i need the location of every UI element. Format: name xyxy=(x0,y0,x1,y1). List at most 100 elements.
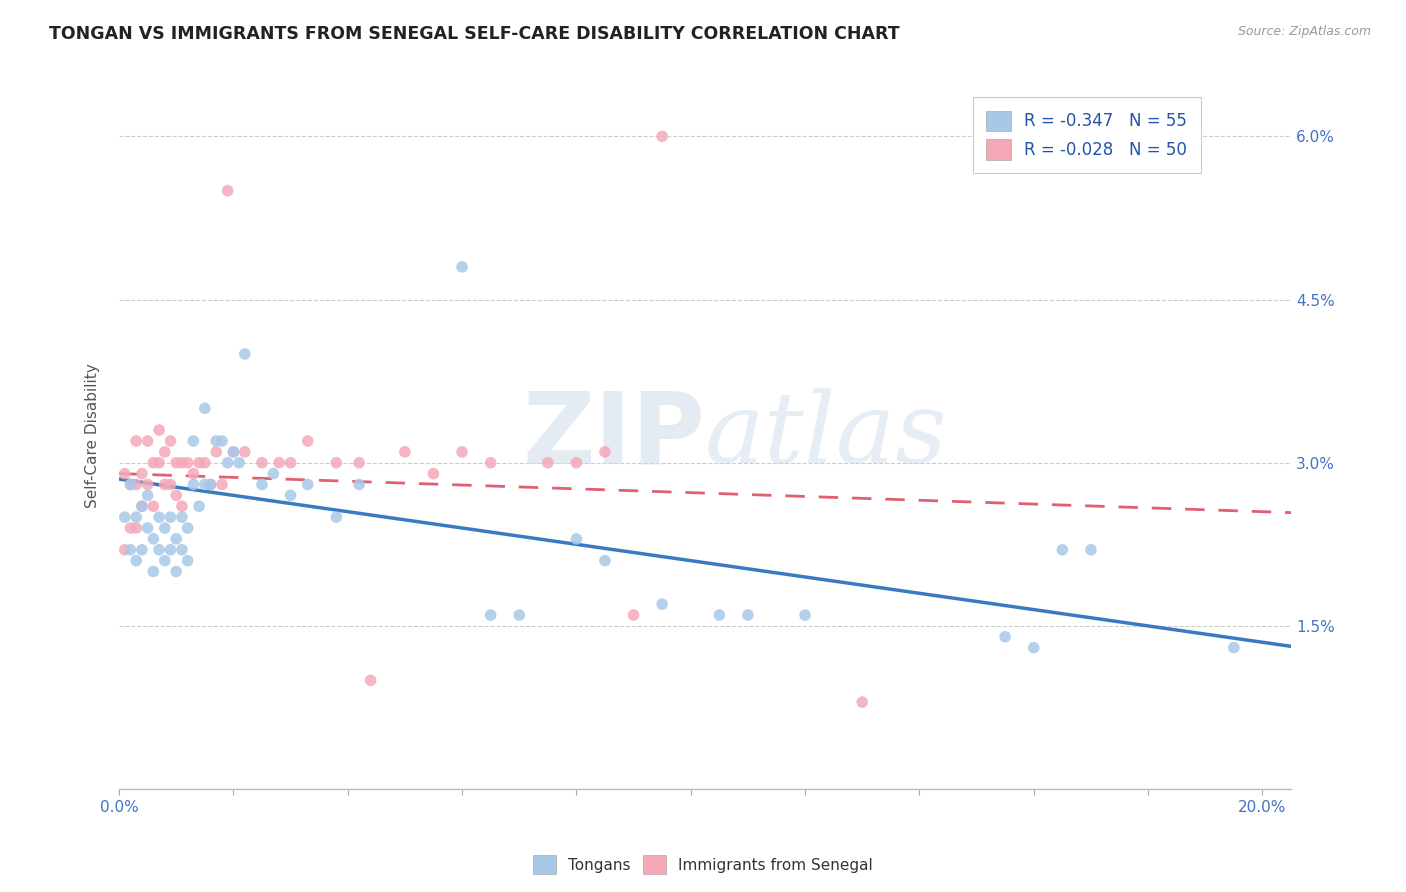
Point xyxy=(565,532,588,546)
Point xyxy=(269,456,291,470)
Point xyxy=(297,477,319,491)
Point xyxy=(422,467,444,481)
Point xyxy=(1223,640,1246,655)
Point xyxy=(325,510,347,524)
Point xyxy=(142,456,165,470)
Y-axis label: Self-Care Disability: Self-Care Disability xyxy=(86,363,100,508)
Point xyxy=(347,456,370,470)
Point xyxy=(125,477,148,491)
Point xyxy=(148,542,170,557)
Point xyxy=(451,445,474,459)
Point xyxy=(153,554,176,568)
Point xyxy=(623,608,645,623)
Point xyxy=(709,608,731,623)
Point xyxy=(794,608,817,623)
Point xyxy=(142,500,165,514)
Point xyxy=(451,260,474,274)
Point xyxy=(114,467,136,481)
Point xyxy=(120,477,142,491)
Point xyxy=(188,500,211,514)
Point xyxy=(565,456,588,470)
Point xyxy=(233,445,256,459)
Point xyxy=(142,565,165,579)
Point xyxy=(250,477,273,491)
Point xyxy=(153,445,176,459)
Point xyxy=(120,542,142,557)
Point xyxy=(183,477,205,491)
Point xyxy=(131,500,153,514)
Point xyxy=(170,500,193,514)
Point xyxy=(325,456,347,470)
Point xyxy=(165,565,187,579)
Point xyxy=(125,521,148,535)
Point xyxy=(593,445,616,459)
Point xyxy=(159,434,181,448)
Point xyxy=(131,467,153,481)
Point xyxy=(360,673,382,688)
Point xyxy=(176,521,198,535)
Point xyxy=(131,500,153,514)
Point xyxy=(851,695,873,709)
Point xyxy=(1080,542,1102,557)
Point xyxy=(120,521,142,535)
Point xyxy=(651,597,673,611)
Legend: Tongans, Immigrants from Senegal: Tongans, Immigrants from Senegal xyxy=(527,849,879,880)
Point xyxy=(153,521,176,535)
Point xyxy=(280,488,302,502)
Point xyxy=(280,456,302,470)
Point xyxy=(250,456,273,470)
Point xyxy=(200,477,222,491)
Text: atlas: atlas xyxy=(704,388,948,483)
Point xyxy=(159,542,181,557)
Point xyxy=(120,477,142,491)
Point xyxy=(262,467,284,481)
Point xyxy=(148,510,170,524)
Legend: R = -0.347   N = 55, R = -0.028   N = 50: R = -0.347 N = 55, R = -0.028 N = 50 xyxy=(973,97,1201,173)
Point xyxy=(170,542,193,557)
Point xyxy=(211,477,233,491)
Point xyxy=(142,532,165,546)
Point xyxy=(165,456,187,470)
Point xyxy=(233,347,256,361)
Point xyxy=(479,456,502,470)
Point xyxy=(205,434,228,448)
Point xyxy=(170,456,193,470)
Point xyxy=(159,510,181,524)
Point xyxy=(1022,640,1045,655)
Point xyxy=(222,445,245,459)
Point xyxy=(994,630,1017,644)
Text: ZIP: ZIP xyxy=(522,387,704,484)
Point xyxy=(194,477,217,491)
Point xyxy=(159,477,181,491)
Point xyxy=(194,401,217,416)
Point xyxy=(1052,542,1074,557)
Point xyxy=(593,554,616,568)
Point xyxy=(217,184,239,198)
Point xyxy=(176,456,198,470)
Point xyxy=(183,467,205,481)
Point xyxy=(479,608,502,623)
Point xyxy=(125,434,148,448)
Point xyxy=(136,477,159,491)
Point xyxy=(297,434,319,448)
Point xyxy=(183,434,205,448)
Point xyxy=(153,477,176,491)
Point xyxy=(211,434,233,448)
Point xyxy=(136,521,159,535)
Point xyxy=(188,456,211,470)
Point xyxy=(114,510,136,524)
Point xyxy=(148,456,170,470)
Point xyxy=(165,532,187,546)
Point xyxy=(125,510,148,524)
Point xyxy=(194,456,217,470)
Text: Source: ZipAtlas.com: Source: ZipAtlas.com xyxy=(1237,25,1371,38)
Point xyxy=(537,456,560,470)
Point xyxy=(200,477,222,491)
Point xyxy=(228,456,250,470)
Point xyxy=(148,423,170,437)
Point xyxy=(651,129,673,144)
Point xyxy=(222,445,245,459)
Point xyxy=(176,554,198,568)
Point xyxy=(508,608,530,623)
Point xyxy=(136,434,159,448)
